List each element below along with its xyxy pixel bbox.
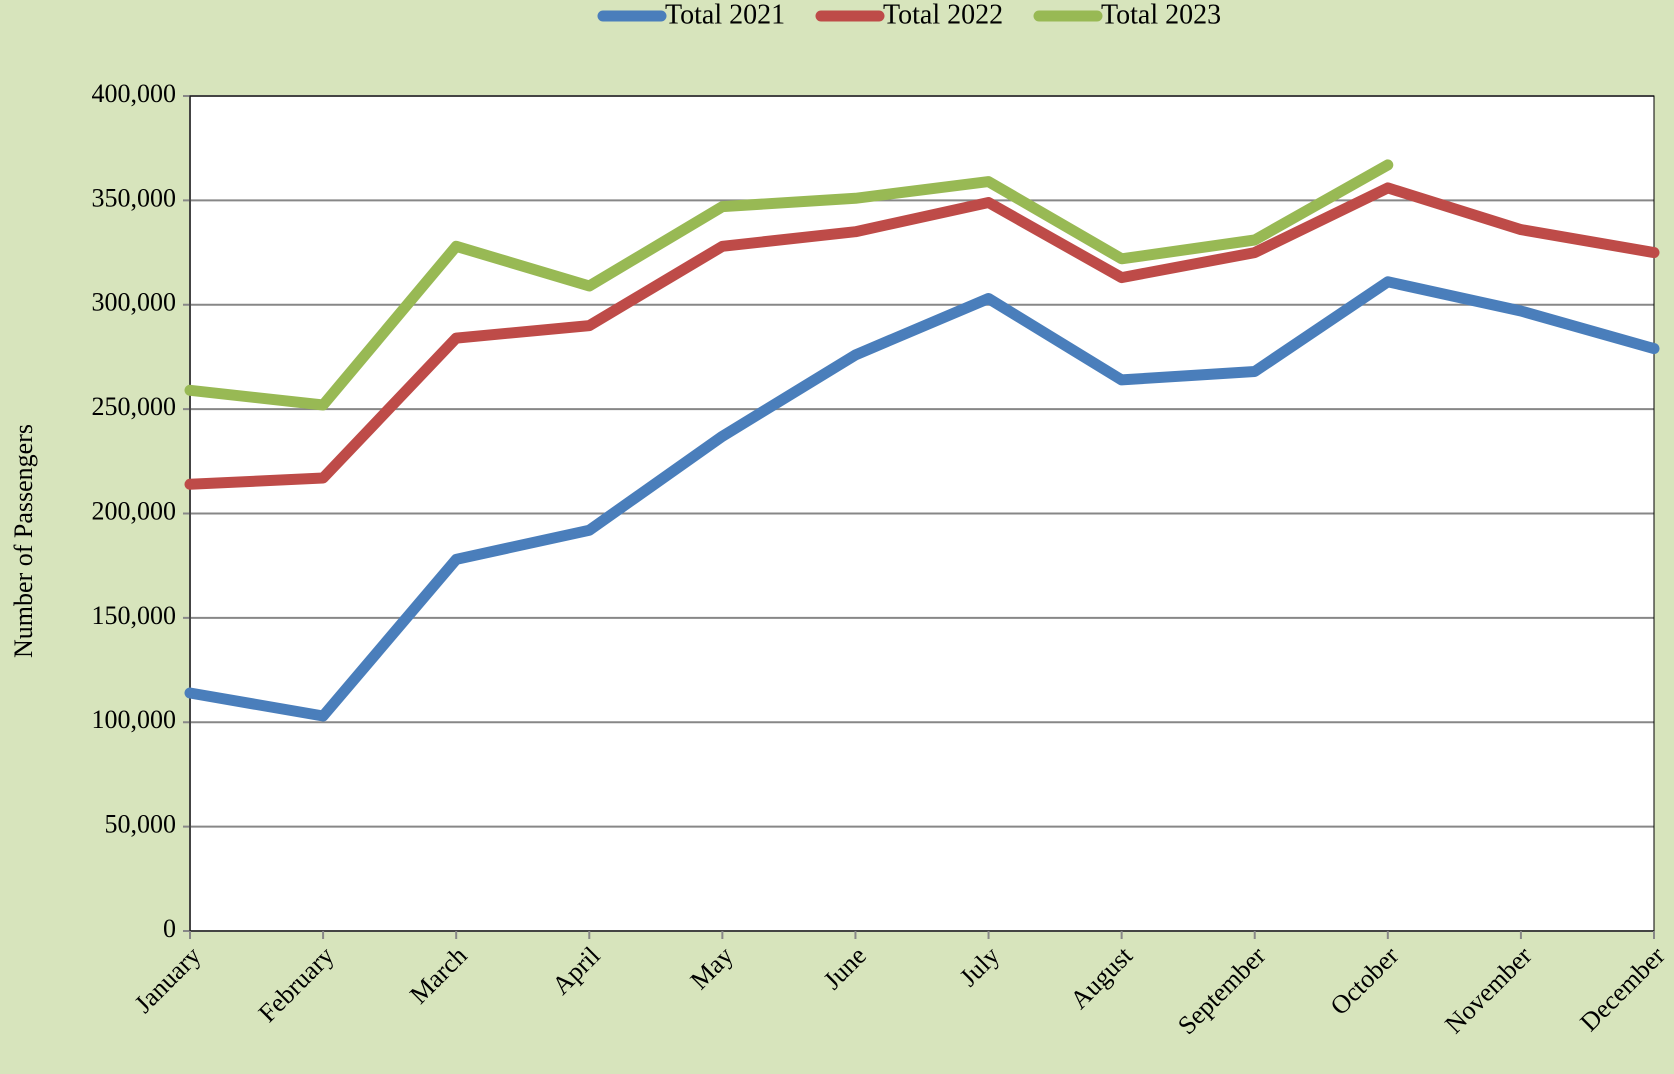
y-tick-label: 100,000 [92,705,177,734]
x-tick-label: April [546,941,605,1000]
x-tick-label: June [818,941,872,995]
y-tick-label: 200,000 [92,496,177,525]
x-tick-label: August [1064,940,1138,1014]
x-tick-label: September [1172,941,1271,1040]
x-tick-label: July [954,941,1005,992]
legend-label: Total 2022 [883,0,1003,30]
legend-label: Total 2021 [665,0,785,30]
y-tick-label: 0 [163,914,176,943]
x-tick-label: December [1574,941,1670,1037]
y-axis-label: Number of Passengers [9,424,38,658]
legend-label: Total 2023 [1101,0,1221,30]
x-tick-label: January [129,941,207,1019]
y-tick-label: 50,000 [105,810,177,839]
series-line [184,159,1394,411]
plot-border [189,95,1655,932]
y-tick-label: 250,000 [92,392,177,421]
x-tick-label: November [1439,941,1537,1039]
series-line [184,182,1660,490]
x-tick-label: February [253,941,340,1028]
x-tick-label: October [1325,941,1405,1021]
x-tick-label: March [404,941,472,1009]
y-tick-label: 300,000 [92,288,177,317]
x-tick-label: May [685,941,739,995]
series-line [184,276,1660,722]
y-tick-label: 150,000 [92,601,177,630]
y-tick-label: 400,000 [92,79,177,108]
y-tick-label: 350,000 [92,183,177,212]
